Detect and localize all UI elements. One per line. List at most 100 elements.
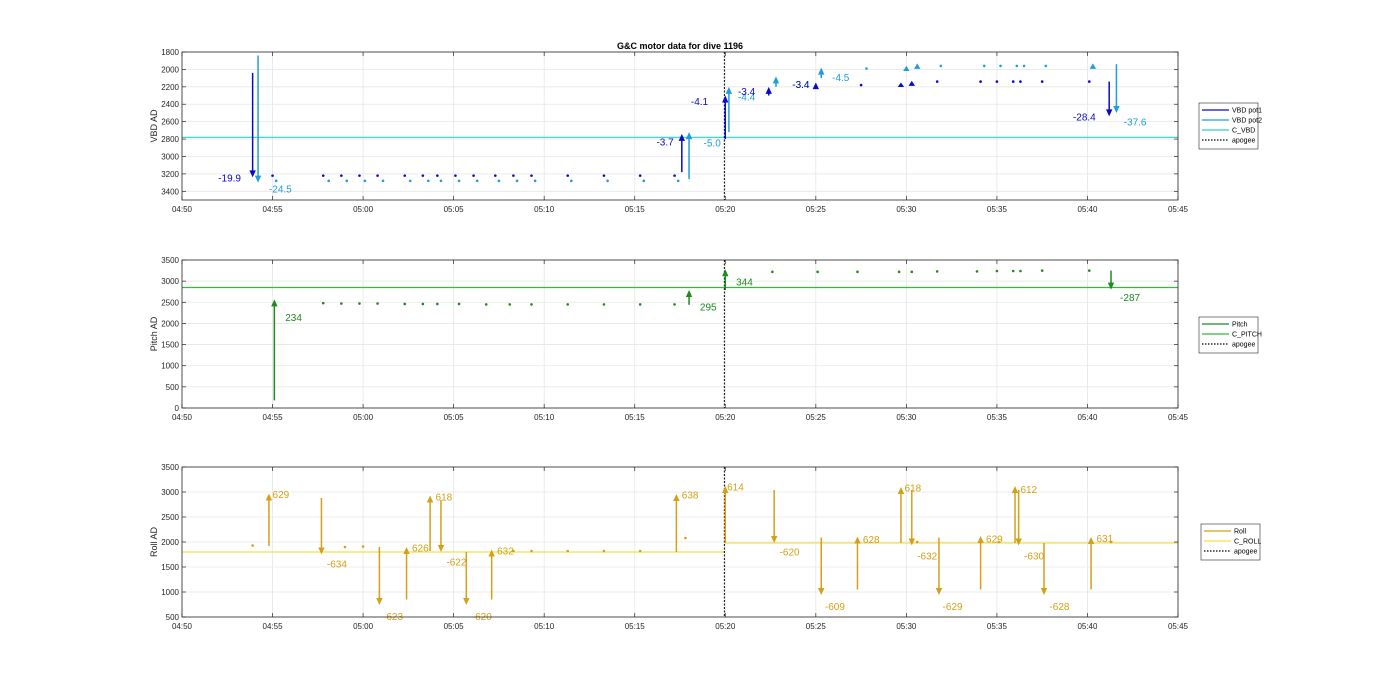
vbd-xtick-label: 05:20 bbox=[715, 205, 736, 214]
vbd-point bbox=[426, 179, 430, 183]
vbd-plot-area bbox=[182, 52, 1178, 200]
pitch-xtick-label: 05:10 bbox=[534, 413, 555, 422]
vbd-point bbox=[673, 174, 676, 177]
pitch-point bbox=[1040, 269, 1044, 272]
pitch-arrow-label: 234 bbox=[285, 313, 302, 324]
roll-xtick-label: 04:55 bbox=[263, 622, 284, 631]
vbd-point bbox=[475, 179, 479, 183]
vbd-arrow-head bbox=[1105, 109, 1113, 117]
vbd-arrow-label: -19.9 bbox=[218, 173, 241, 184]
pitch-xtick-label: 05:35 bbox=[987, 413, 1008, 422]
roll-xtick-label: 05:35 bbox=[987, 622, 1008, 631]
pitch-point bbox=[358, 302, 361, 305]
vbd-xtick-label: 05:30 bbox=[896, 205, 917, 214]
roll-arrow-label: -622 bbox=[446, 558, 466, 569]
pitch-arrow-label: -287 bbox=[1120, 293, 1140, 304]
vbd-point bbox=[530, 174, 533, 177]
roll-legend-label: apogee bbox=[1234, 549, 1257, 556]
vbd-arrow-head bbox=[908, 80, 915, 86]
vbd-ytick-label: 2800 bbox=[161, 135, 179, 144]
pitch-point bbox=[340, 302, 343, 305]
vbd-arrow-label: -5.0 bbox=[704, 139, 722, 150]
roll-arrow-label: 628 bbox=[863, 535, 880, 546]
pitch-ytick-label: 1500 bbox=[161, 341, 179, 350]
vbd-point bbox=[271, 174, 274, 177]
vbd-point bbox=[327, 179, 330, 183]
vbd-point bbox=[999, 64, 1002, 68]
vbd-arrow-head bbox=[818, 67, 825, 75]
roll-arrow-head bbox=[935, 588, 943, 595]
pitch-arrow-label: 344 bbox=[736, 278, 753, 289]
vbd-xtick-label: 04:55 bbox=[263, 205, 284, 214]
vbd-xtick-label: 05:10 bbox=[534, 205, 555, 214]
pitch-point bbox=[376, 302, 379, 305]
roll-arrow-head bbox=[1040, 588, 1048, 595]
vbd-point bbox=[340, 174, 343, 177]
vbd-xtick-label: 05:40 bbox=[1077, 205, 1098, 214]
pitch-ytick-label: 2000 bbox=[161, 319, 179, 328]
pitch-point bbox=[508, 303, 512, 306]
roll-arrow-head bbox=[488, 549, 495, 557]
vbd-xtick-label: 05:45 bbox=[1168, 205, 1189, 214]
roll-arrow-head bbox=[318, 547, 325, 555]
pitch-ytick-label: 500 bbox=[166, 383, 180, 392]
vbd-point bbox=[606, 179, 609, 183]
roll-xtick-label: 05:20 bbox=[715, 622, 736, 631]
roll-ytick-label: 3500 bbox=[161, 463, 179, 472]
roll-point bbox=[915, 540, 919, 544]
pitch-point bbox=[816, 270, 819, 274]
roll-arrow-label: -623 bbox=[383, 612, 403, 623]
roll-xtick-label: 05:40 bbox=[1077, 622, 1098, 631]
vbd-point bbox=[321, 174, 325, 177]
chart-panels: -19.9-24.5-3.7 -5.0-4.1 -4.4-3.4-3.4-3.4-4… bbox=[149, 48, 1262, 631]
pitch-xtick-label: 05:00 bbox=[353, 413, 374, 422]
pitch-ytick-label: 0 bbox=[175, 404, 180, 413]
roll-point bbox=[566, 549, 570, 553]
pitch-arrow-head bbox=[271, 299, 278, 307]
vbd-point bbox=[472, 174, 475, 177]
roll-arrow-head bbox=[265, 493, 273, 501]
vbd-point bbox=[493, 174, 497, 177]
pitch-point bbox=[897, 270, 901, 274]
vbd-xtick-label: 05:15 bbox=[625, 205, 646, 214]
vbd-point bbox=[602, 174, 606, 177]
roll-ytick-label: 1000 bbox=[161, 588, 179, 597]
roll-point bbox=[512, 549, 515, 553]
pitch-point bbox=[1019, 269, 1022, 273]
vbd-ytick-label: 3400 bbox=[161, 187, 179, 196]
vbd-point bbox=[642, 179, 646, 183]
roll-legend-box bbox=[1200, 523, 1261, 561]
vbd-point bbox=[1015, 64, 1019, 68]
pitch-xtick-label: 05:15 bbox=[625, 413, 646, 422]
roll-point bbox=[1109, 540, 1113, 544]
vbd-point bbox=[439, 179, 443, 183]
vbd-point bbox=[457, 179, 461, 183]
roll-legend-label: C_ROLL bbox=[1234, 539, 1261, 546]
pitch-xtick-label: 05:40 bbox=[1077, 413, 1098, 422]
vbd-legend-label: apogee bbox=[1232, 138, 1255, 145]
roll-arrow-label: 632 bbox=[497, 547, 514, 558]
roll-arrow-label: -629 bbox=[943, 602, 963, 613]
vbd-point bbox=[1011, 80, 1015, 83]
roll-arrow-head bbox=[1015, 538, 1022, 546]
roll-xtick-label: 05:45 bbox=[1168, 622, 1189, 631]
vbd-xtick-label: 05:00 bbox=[353, 205, 374, 214]
vbd-arrow-label: -28.4 bbox=[1073, 112, 1096, 123]
pitch-legend-box bbox=[1198, 316, 1259, 354]
vbd-ytick-label: 2200 bbox=[161, 83, 179, 92]
vbd-arrow-head bbox=[903, 65, 910, 72]
vbd-legend-label: C_VBD bbox=[1232, 128, 1255, 135]
vbd-point bbox=[421, 174, 425, 177]
roll-arrow-label: -632 bbox=[917, 552, 937, 563]
pitch-point bbox=[436, 302, 439, 306]
pitch-legend-label: apogee bbox=[1232, 342, 1255, 349]
roll-arrow-head bbox=[722, 486, 729, 493]
pitch-point bbox=[935, 270, 939, 273]
roll-point bbox=[361, 545, 365, 548]
vbd-point bbox=[376, 174, 379, 177]
roll-point bbox=[602, 549, 606, 553]
roll-arrow-head bbox=[1011, 486, 1019, 493]
